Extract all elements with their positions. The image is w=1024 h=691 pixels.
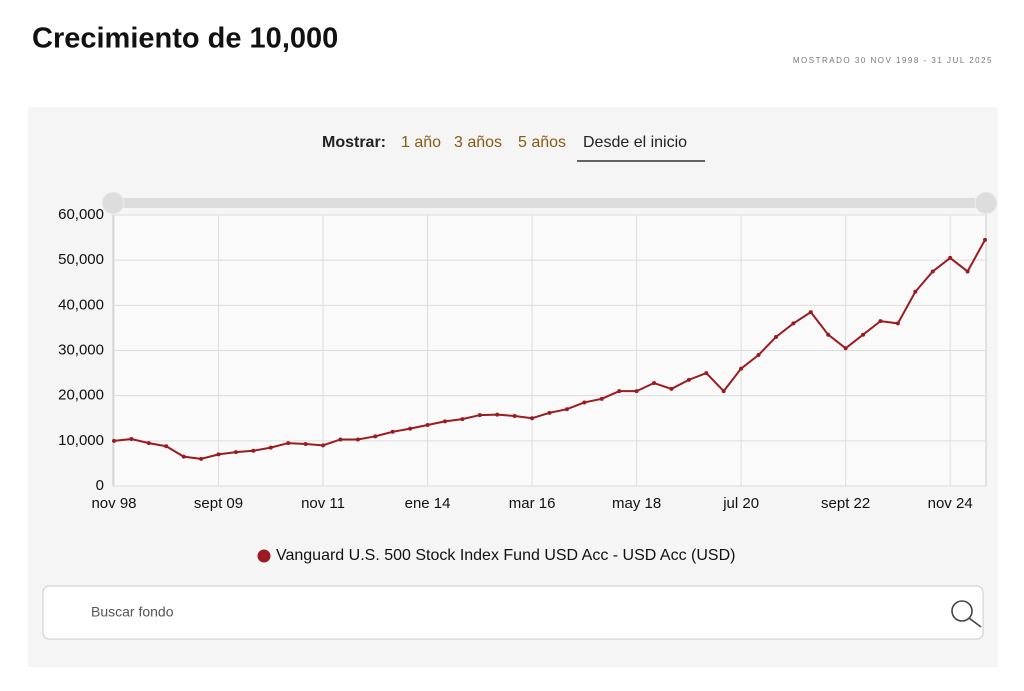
x-tick-label: nov 24 [928, 495, 973, 512]
data-point [495, 412, 500, 417]
data-point [460, 417, 465, 422]
data-point [617, 389, 622, 394]
chart: 0 10,000 20,000 30,000 40,000 50,000 60,000 nov… [58, 206, 987, 512]
data-point [599, 396, 604, 401]
data-point [721, 389, 726, 394]
data-point [948, 255, 953, 260]
data-point [530, 416, 535, 421]
data-point [686, 377, 691, 382]
data-point [390, 429, 395, 434]
data-point [861, 332, 866, 337]
data-point [704, 371, 709, 376]
data-point [286, 441, 291, 446]
data-point [756, 353, 761, 358]
data-point [739, 366, 744, 371]
controls-label: Mostrar: [322, 134, 386, 151]
data-point [251, 448, 256, 453]
data-point [477, 413, 482, 418]
data-point [773, 334, 778, 339]
legend-marker [257, 549, 271, 563]
data-point [268, 445, 273, 450]
slider-handle[interactable] [974, 191, 998, 215]
data-point [164, 444, 169, 449]
y-tick-label: 10,000 [58, 432, 104, 449]
search-placeholder: Buscar fondo [91, 604, 174, 620]
data-point [669, 386, 674, 391]
data-point [233, 450, 238, 455]
search-icon[interactable] [951, 600, 973, 622]
x-tick-label: may 18 [612, 495, 661, 512]
slider-handle[interactable] [101, 191, 125, 215]
range-option[interactable]: 3 años [454, 134, 502, 151]
y-tick-label: 40,000 [58, 296, 104, 313]
x-tick-label: ene 14 [405, 495, 451, 512]
data-point [146, 441, 151, 446]
range-option[interactable]: Desde el inicio [583, 134, 687, 151]
x-tick-label: sept 09 [194, 495, 243, 512]
data-point [303, 441, 308, 446]
data-point [878, 319, 883, 324]
data-point [965, 269, 970, 274]
subtitle: MOSTRADO 30 NOV 1998 - 31 JUL 2025 [793, 56, 993, 65]
data-point [634, 389, 639, 394]
data-point [652, 381, 657, 386]
data-point [442, 419, 447, 424]
data-point [355, 437, 360, 442]
range-option[interactable]: 5 años [518, 134, 566, 151]
data-point [112, 438, 116, 443]
y-tick-label: 20,000 [58, 387, 104, 404]
data-point [181, 454, 186, 459]
data-point [826, 332, 831, 337]
x-tick-label: sept 22 [821, 495, 870, 512]
y-tick-label: 60,000 [58, 206, 104, 223]
x-tick-label: nov 98 [91, 495, 136, 512]
data-point [216, 452, 221, 457]
title: Crecimiento de 10,000 [32, 23, 338, 55]
y-tick-label: 30,000 [58, 341, 104, 358]
data-point [843, 346, 848, 351]
data-point [791, 321, 796, 326]
x-tick-label: jul 20 [722, 495, 759, 512]
search-box[interactable] [42, 585, 984, 640]
data-point [895, 321, 900, 326]
data-point [564, 407, 569, 412]
data-point [930, 269, 935, 274]
data-point [373, 434, 378, 439]
data-point [582, 400, 587, 405]
x-tick-label: nov 11 [301, 495, 345, 512]
data-point [321, 443, 326, 448]
search-icon-handle [968, 617, 982, 628]
range-slider[interactable] [113, 198, 986, 208]
data-point [512, 413, 517, 418]
data-point [199, 456, 204, 461]
data-point [913, 289, 918, 294]
legend-label[interactable]: Vanguard U.S. 500 Stock Index Fund USD A… [276, 547, 735, 564]
y-tick-label: 0 [96, 477, 104, 494]
data-point [338, 437, 343, 442]
data-point [425, 423, 430, 428]
data-point [983, 237, 987, 242]
x-tick-label: mar 16 [509, 495, 556, 512]
data-point [808, 310, 813, 315]
y-tick-label: 50,000 [58, 251, 104, 268]
data-point [547, 410, 552, 415]
data-point [408, 426, 413, 431]
data-point [129, 437, 134, 442]
range-option[interactable]: 1 año [401, 134, 441, 151]
